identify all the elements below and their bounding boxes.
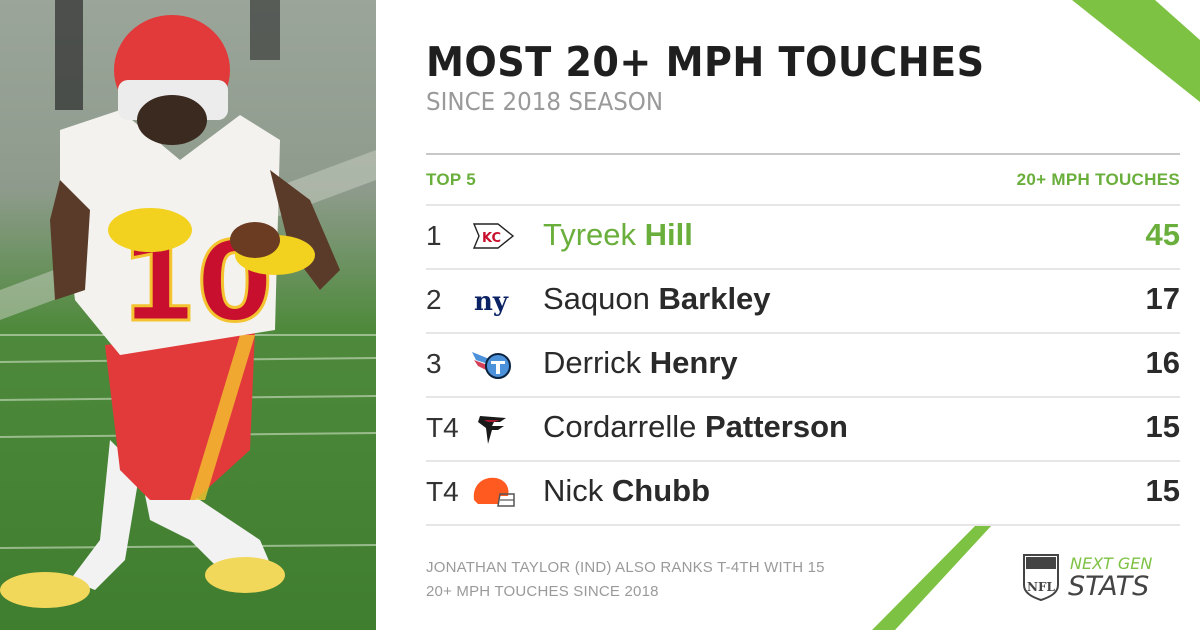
column-header-rank: TOP 5 [426,170,477,189]
column-header-value: 20+ MPH TOUCHES [1016,170,1180,189]
footnote: JONATHAN TAYLOR (IND) ALSO RANKS T-4TH W… [426,556,825,604]
touches-value: 16 [1145,345,1180,380]
next-gen-stats-logo: NFL NEXT GEN STATS [1023,554,1152,601]
player-illustration: 10 [0,0,376,608]
rank: 2 [426,284,442,315]
rank: 3 [426,348,442,379]
bottom-stripe [872,525,992,630]
nfl-shield-icon: NFL [1023,554,1059,601]
rank: 1 [426,220,442,251]
player-photo: 10 [0,0,376,630]
svg-text:NFL: NFL [1027,580,1055,594]
player-name: Saquon Barkley [543,281,771,316]
touches-value: 15 [1145,473,1180,508]
table-row: T4 Nick Chubb 15 [426,460,1180,526]
chiefs-logo-icon: KC [472,223,515,249]
table-row: 2 ny Saquon Barkley 17 [426,268,1180,332]
next-gen-text: NEXT GEN [1070,554,1152,573]
table-row: T4 Cordarrelle Patterson 15 [426,396,1180,460]
player-name: Tyreek Hill [543,217,693,252]
header-divider [426,153,1180,155]
table-row: 1 KC Tyreek Hill 45 [426,204,1180,268]
giants-logo-icon: ny [474,287,509,317]
titans-logo-icon [472,352,511,379]
stats-text: STATS [1068,571,1149,601]
player-name: Nick Chubb [543,473,711,508]
footnote-line-1: JONATHAN TAYLOR (IND) ALSO RANKS T-4TH W… [426,559,825,576]
top-right-stripe [1072,0,1200,102]
svg-text:KC: KC [482,231,501,246]
touches-value: 15 [1145,409,1180,444]
rank: T4 [426,476,459,507]
leaderboard-table: 1 KC Tyreek Hill 45 2 ny Saquon Barkley … [426,204,1180,526]
browns-logo-icon [473,477,515,507]
page-subtitle: SINCE 2018 SEASON [426,87,664,116]
rank: T4 [426,412,459,443]
player-name: Derrick Henry [543,345,738,380]
page-title: MOST 20+ MPH TOUCHES [426,38,985,86]
player-name: Cordarrelle Patterson [543,409,848,444]
touches-value: 17 [1145,281,1180,316]
footnote-line-2: 20+ MPH TOUCHES SINCE 2018 [426,583,659,600]
table-row: 3 Derrick Henry 16 [426,332,1180,396]
falcons-logo-icon [478,416,506,444]
svg-text:ny: ny [474,287,509,317]
touches-value: 45 [1145,217,1180,252]
